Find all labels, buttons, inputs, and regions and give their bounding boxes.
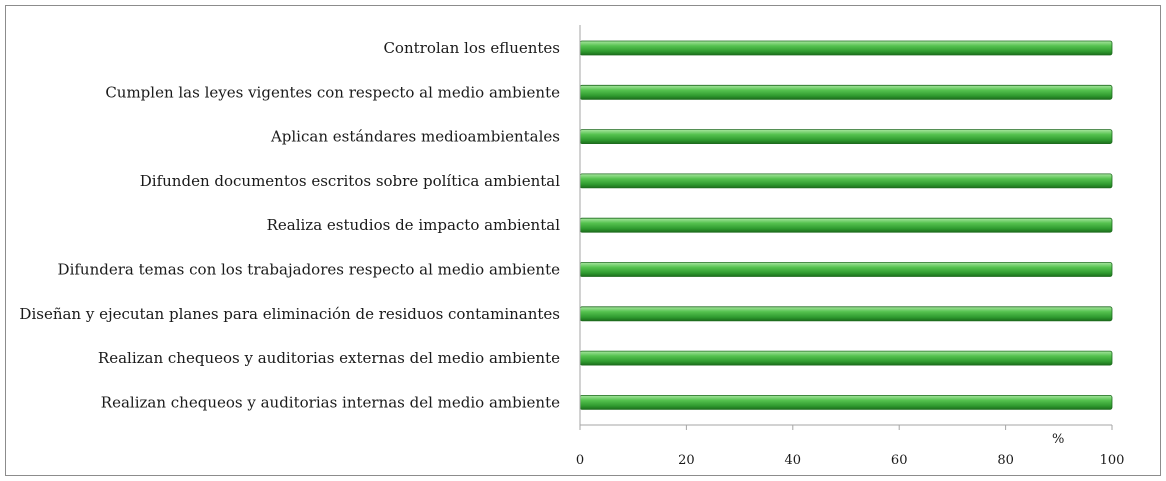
x-tick-label: 40 [785,453,802,468]
category-label: Difunden documentos escritos sobre polít… [140,172,560,190]
bar [579,84,1113,100]
bar [579,350,1113,366]
category-label: Controlan los efluentes [383,39,560,57]
x-axis-unit-label: % [1052,432,1064,447]
bar [579,129,1113,145]
bar [579,40,1113,56]
category-label: Aplican estándares medioambientales [270,128,560,146]
bar [579,262,1113,277]
category-label: Difundera temas con los trabajadores res… [58,261,561,279]
category-label: Realizan chequeos y auditorias internas … [101,393,560,411]
x-tick-label: 20 [678,453,695,468]
x-tick-label: 60 [891,453,908,468]
category-label: Realizan chequeos y auditorias externas … [98,349,560,367]
x-tick-label: 0 [576,453,584,468]
bar [579,217,1113,233]
category-label: Diseñan y ejecutan planes para eliminaci… [19,305,560,323]
x-tick-label: 80 [997,453,1014,468]
x-tick-label: 100 [1100,453,1125,468]
bar [579,173,1113,189]
category-label: Cumplen las leyes vigentes con respecto … [105,83,560,101]
category-label: Realiza estudios de impacto ambiental [267,216,561,234]
bar [579,394,1113,410]
bar [579,306,1113,322]
